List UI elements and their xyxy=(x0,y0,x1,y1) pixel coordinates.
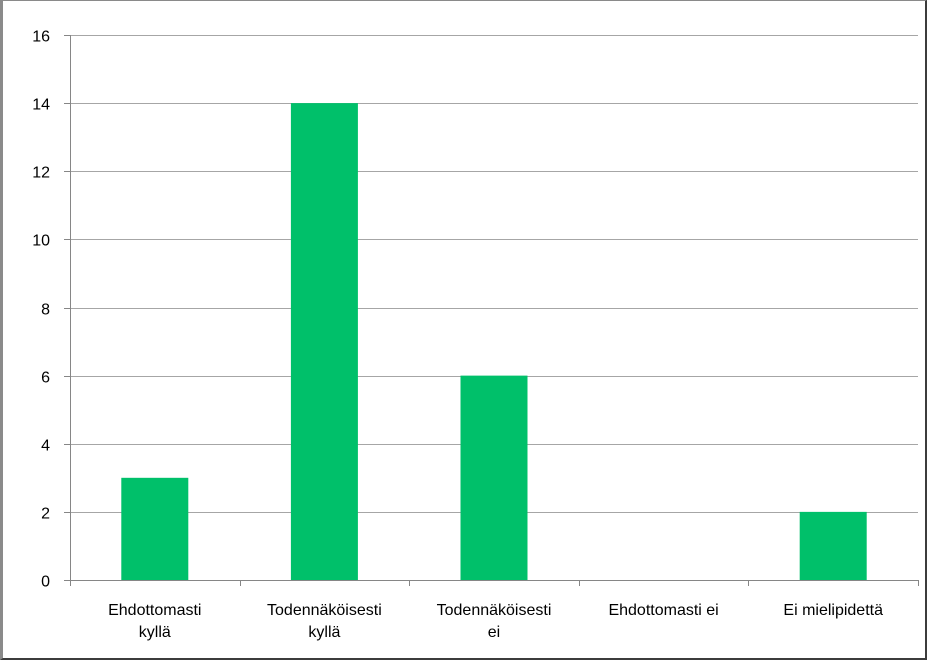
x-category-label: Todennäköisesti ei xyxy=(437,602,552,641)
y-tick-label: 4 xyxy=(41,438,50,455)
bar-chart: 0 2 4 6 8 10 12 14 16 Ehdottomasti kyllä Todennäkö… xyxy=(32,29,919,641)
y-tick-label: 2 xyxy=(41,506,50,523)
x-axis-category-labels: Ehdottomasti kyllä Todennäköisesti kyllä Tod… xyxy=(108,602,883,641)
y-tick-label: 12 xyxy=(32,165,50,182)
y-tick-label: 6 xyxy=(41,370,50,387)
x-category-label: Ehdottomasti ei xyxy=(608,602,718,619)
bar-0 xyxy=(121,477,189,580)
bars xyxy=(121,103,867,580)
y-tick-label: 8 xyxy=(41,302,50,319)
x-category-label: Ei mielipidettä xyxy=(783,602,883,619)
y-tick-label: 16 xyxy=(32,29,50,46)
y-tick-label: 10 xyxy=(32,233,50,250)
bar-4 xyxy=(799,511,867,580)
x-category-label: Todennäköisesti kyllä xyxy=(267,602,382,641)
bar-2 xyxy=(460,375,528,580)
y-tick-label: 0 xyxy=(41,574,50,591)
x-category-label: Ehdottomasti kyllä xyxy=(108,602,201,641)
axes xyxy=(64,35,919,586)
y-tick-label: 14 xyxy=(32,97,50,114)
bar-1 xyxy=(290,103,358,580)
y-axis-tick-labels: 0 2 4 6 8 10 12 14 16 xyxy=(32,29,50,591)
